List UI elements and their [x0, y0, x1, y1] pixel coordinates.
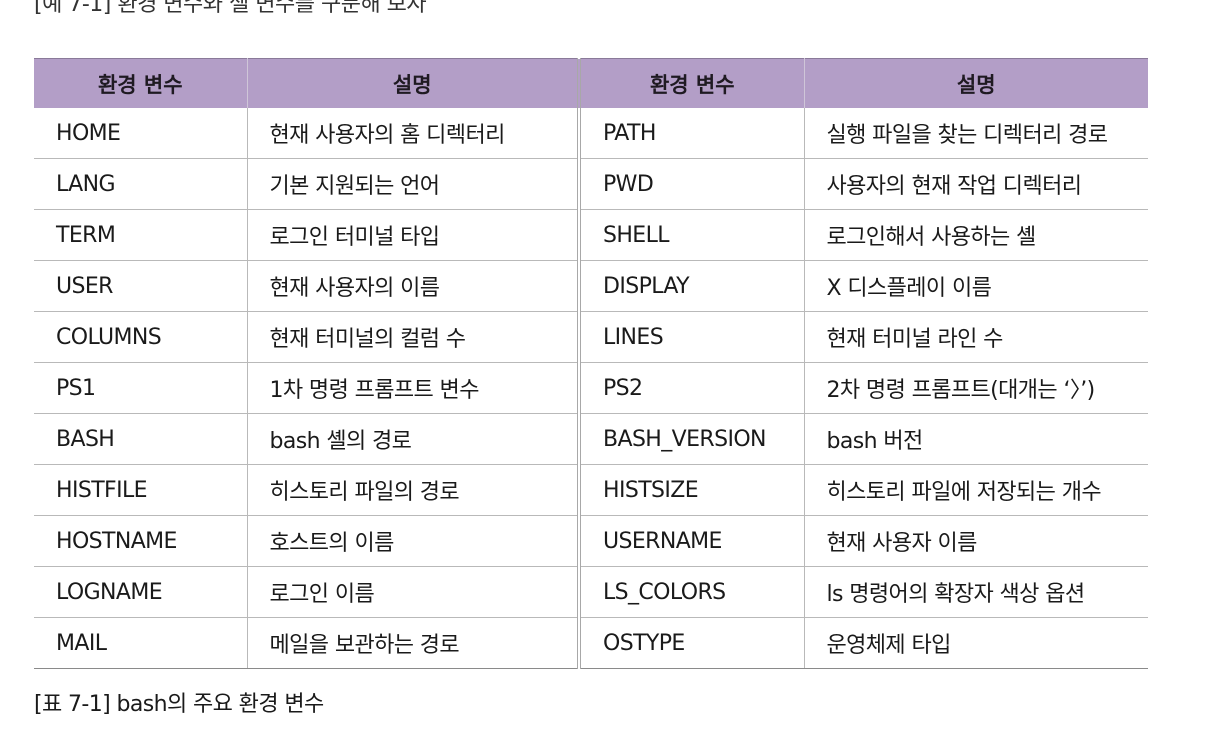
env-var-cell: LINES — [579, 311, 805, 363]
description-cell: 히스토리 파일에 저장되는 개수 — [804, 464, 1148, 516]
description-cell: 메일을 보관하는 경로 — [247, 617, 581, 669]
env-var-cell: SHELL — [579, 209, 805, 261]
env-var-cell: USERNAME — [579, 515, 805, 567]
env-var-cell: LS_COLORS — [579, 566, 805, 618]
table-row: TERM 로그인 터미널 타입 SHELL 로그인해서 사용하는 셸 — [34, 209, 1148, 261]
table-header-row: 환경 변수 설명 환경 변수 설명 — [34, 58, 1148, 108]
env-var-cell: DISPLAY — [579, 260, 805, 312]
description-cell: ls 명령어의 확장자 색상 옵션 — [804, 566, 1148, 618]
env-var-cell: PWD — [579, 158, 805, 210]
description-cell: bash 셸의 경로 — [247, 413, 581, 465]
table-caption: [표 7-1] bash의 주요 환경 변수 — [34, 692, 324, 717]
table-row: MAIL 메일을 보관하는 경로 OSTYPE 운영체제 타입 — [34, 617, 1148, 669]
description-cell: 2차 명령 프롬프트(대개는 ‘〉’) — [804, 362, 1148, 414]
env-var-cell: PATH — [579, 108, 805, 159]
env-var-cell: LOGNAME — [34, 566, 248, 618]
env-var-cell: LANG — [34, 158, 248, 210]
table-row: USER 현재 사용자의 이름 DISPLAY X 디스플레이 이름 — [34, 260, 1148, 312]
table-row: COLUMNS 현재 터미널의 컬럼 수 LINES 현재 터미널 라인 수 — [34, 311, 1148, 363]
env-var-cell: COLUMNS — [34, 311, 248, 363]
env-var-cell: HISTSIZE — [579, 464, 805, 516]
env-var-cell: HOSTNAME — [34, 515, 248, 567]
header-env-var-right: 환경 변수 — [579, 58, 805, 108]
env-var-cell: TERM — [34, 209, 248, 261]
description-cell: 사용자의 현재 작업 디렉터리 — [804, 158, 1148, 210]
description-cell: 현재 사용자의 홈 디렉터리 — [247, 108, 581, 159]
description-cell: 로그인해서 사용하는 셸 — [804, 209, 1148, 261]
description-cell: 현재 사용자의 이름 — [247, 260, 581, 312]
table-row: PS1 1차 명령 프롬프트 변수 PS2 2차 명령 프롬프트(대개는 ‘〉’) — [34, 362, 1148, 414]
env-var-cell: PS2 — [579, 362, 805, 414]
description-cell: 운영체제 타입 — [804, 617, 1148, 669]
env-var-cell: PS1 — [34, 362, 248, 414]
table-row: LOGNAME 로그인 이름 LS_COLORS ls 명령어의 확장자 색상 옵션 — [34, 566, 1148, 618]
description-cell: 호스트의 이름 — [247, 515, 581, 567]
description-cell: 히스토리 파일의 경로 — [247, 464, 581, 516]
top-cropped-text: [예 7-1] 환경 변수와 셸 변수를 구분해 보자 — [34, 0, 427, 17]
table-row: HISTFILE 히스토리 파일의 경로 HISTSIZE 히스토리 파일에 저장되는… — [34, 464, 1148, 516]
description-cell: 로그인 터미널 타입 — [247, 209, 581, 261]
description-cell: 현재 터미널의 컬럼 수 — [247, 311, 581, 363]
header-desc-right: 설명 — [804, 58, 1148, 108]
description-cell: 현재 터미널 라인 수 — [804, 311, 1148, 363]
env-var-cell: USER — [34, 260, 248, 312]
description-cell: bash 버전 — [804, 413, 1148, 465]
header-env-var-left: 환경 변수 — [34, 58, 248, 108]
description-cell: 1차 명령 프롬프트 변수 — [247, 362, 581, 414]
environment-variables-table: 환경 변수 설명 환경 변수 설명 HOME 현재 사용자의 홈 디렉터리 PATH… — [34, 58, 1148, 669]
table-row: BASH bash 셸의 경로 BASH_VERSION bash 버전 — [34, 413, 1148, 465]
table-row: HOME 현재 사용자의 홈 디렉터리 PATH 실행 파일을 찾는 디렉터리 경로 — [34, 108, 1148, 159]
description-cell: 실행 파일을 찾는 디렉터리 경로 — [804, 108, 1148, 159]
table-row: HOSTNAME 호스트의 이름 USERNAME 현재 사용자 이름 — [34, 515, 1148, 567]
env-var-cell: MAIL — [34, 617, 248, 669]
env-var-cell: BASH — [34, 413, 248, 465]
table-row: LANG 기본 지원되는 언어 PWD 사용자의 현재 작업 디렉터리 — [34, 158, 1148, 210]
description-cell: X 디스플레이 이름 — [804, 260, 1148, 312]
env-var-cell: OSTYPE — [579, 617, 805, 669]
env-var-cell: BASH_VERSION — [579, 413, 805, 465]
env-var-cell: HOME — [34, 108, 248, 159]
description-cell: 기본 지원되는 언어 — [247, 158, 581, 210]
env-var-cell: HISTFILE — [34, 464, 248, 516]
description-cell: 현재 사용자 이름 — [804, 515, 1148, 567]
header-desc-left: 설명 — [247, 58, 581, 108]
description-cell: 로그인 이름 — [247, 566, 581, 618]
